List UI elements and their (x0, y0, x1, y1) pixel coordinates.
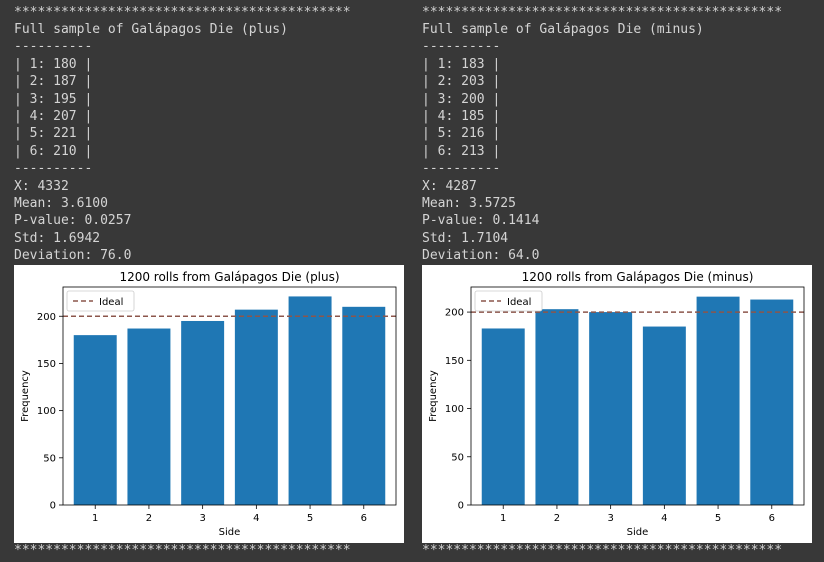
bar (342, 306, 386, 505)
x-tick-label: 1 (92, 513, 98, 524)
y-tick-label: 100 (445, 404, 464, 415)
x-tick-label: 3 (199, 513, 205, 524)
dash-separator: ---------- (14, 161, 93, 177)
x-tick-label: 3 (607, 513, 613, 524)
sample-title: Full sample of Galápagos Die (plus) (14, 22, 288, 37)
deviation-value: Deviation: 76.0 (14, 248, 132, 264)
bar (535, 309, 579, 505)
count-row: | 5: 216 | (422, 126, 501, 142)
legend-label: Ideal (99, 297, 123, 308)
x-tick-label: 6 (361, 513, 367, 524)
y-tick-label: 200 (37, 312, 56, 323)
stars-separator-top: ****************************************… (422, 5, 783, 20)
y-tick-label: 50 (451, 452, 464, 463)
stats-text-block: Full sample of Galápagos Die (minus) ---… (422, 21, 704, 264)
legend-box (474, 290, 543, 312)
count-row: | 4: 207 | (14, 108, 93, 124)
stars-separator-top: ****************************************… (14, 5, 351, 20)
bar-chart-svg: 1200 rolls from Galápagos Die (plus) 0 50 1… (20, 270, 397, 538)
x-tick-label: 2 (146, 513, 152, 524)
count-row: | 3: 200 | (422, 91, 501, 107)
y-tick-label: 150 (445, 356, 464, 367)
x-axis-label: Side (219, 527, 241, 538)
pvalue-value: P-value: 0.1414 (422, 213, 540, 229)
bar (750, 299, 794, 505)
count-row: | 1: 183 | (422, 56, 501, 72)
y-tick-label: 150 (37, 359, 56, 370)
x-tick-label: 4 (253, 513, 259, 524)
stars-separator-bottom: ****************************************… (422, 543, 783, 558)
chart-title: 1200 rolls from Galápagos Die (minus) (522, 270, 754, 284)
bar-chart-svg: 1200 rolls from Galápagos Die (minus) 0 50… (428, 270, 805, 538)
count-row: | 2: 203 | (422, 74, 501, 90)
y-tick-label: 0 (458, 501, 464, 512)
y-axis-label: Frequency (20, 370, 31, 422)
x-axis-label: Side (627, 527, 649, 538)
y-tick-label: 200 (445, 308, 464, 319)
x-tick-label: 4 (661, 513, 667, 524)
x-value: X: 4332 (14, 178, 69, 194)
bar (696, 296, 740, 505)
count-row: | 4: 185 | (422, 108, 501, 124)
deviation-value: Deviation: 64.0 (422, 248, 540, 264)
mean-value: Mean: 3.5725 (422, 195, 516, 211)
chart-title: 1200 rolls from Galápagos Die (plus) (119, 270, 339, 284)
bar (181, 320, 225, 505)
x-tick-label: 1 (500, 513, 506, 524)
count-row: | 1: 180 | (14, 56, 93, 72)
y-tick-label: 50 (43, 453, 56, 464)
dash-separator: ---------- (422, 161, 501, 177)
plot-frame (62, 286, 397, 506)
count-row: | 2: 187 | (14, 74, 93, 90)
bar (73, 335, 117, 505)
plot-frame (470, 286, 805, 506)
x-tick-label: 5 (307, 513, 313, 524)
bar (234, 309, 278, 505)
stars-separator-bottom: ****************************************… (14, 543, 351, 558)
legend: Ideal (474, 290, 543, 312)
bar (589, 312, 633, 505)
bar (481, 328, 525, 505)
x-tick-label: 5 (715, 513, 721, 524)
bar (642, 326, 686, 505)
bar (288, 296, 332, 505)
bar-chart-plus: 1200 rolls from Galápagos Die (plus) 0 50 1… (14, 265, 404, 543)
count-row: | 6: 213 | (422, 143, 501, 159)
sample-title: Full sample of Galápagos Die (minus) (422, 22, 704, 37)
y-axis-label: Frequency (428, 370, 439, 422)
std-value: Std: 1.7104 (422, 230, 509, 246)
x-value: X: 4287 (422, 178, 477, 194)
bar-chart-minus: 1200 rolls from Galápagos Die (minus) 0 50… (422, 265, 812, 543)
std-value: Std: 1.6942 (14, 230, 101, 246)
count-row: | 5: 221 | (14, 126, 93, 142)
y-tick-label: 0 (50, 501, 56, 512)
legend-box (66, 290, 135, 312)
pvalue-value: P-value: 0.0257 (14, 213, 132, 229)
count-row: | 6: 210 | (14, 143, 93, 159)
dash-separator: ---------- (14, 39, 93, 55)
x-tick-label: 6 (769, 513, 775, 524)
legend: Ideal (66, 290, 135, 312)
bar (127, 328, 171, 505)
y-tick-label: 100 (37, 406, 56, 417)
dash-separator: ---------- (422, 39, 501, 55)
mean-value: Mean: 3.6100 (14, 195, 108, 211)
stats-text-block: Full sample of Galápagos Die (plus) ----… (14, 21, 288, 264)
legend-label: Ideal (507, 297, 531, 308)
count-row: | 3: 195 | (14, 91, 93, 107)
x-tick-label: 2 (554, 513, 560, 524)
